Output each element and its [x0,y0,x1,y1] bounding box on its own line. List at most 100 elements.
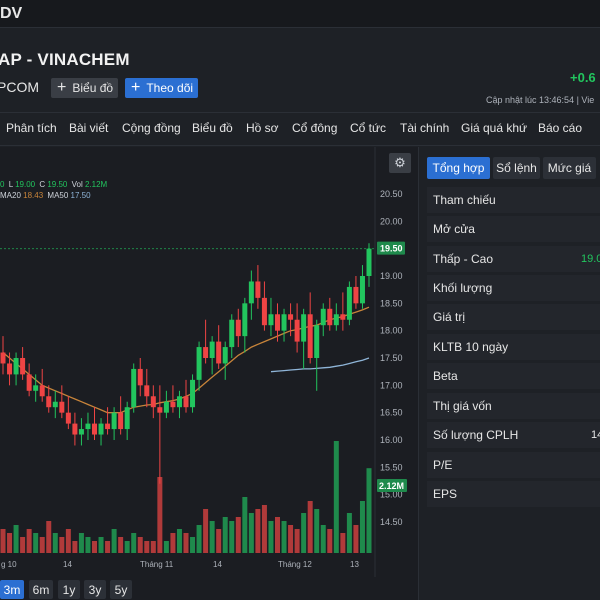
volume-bar [222,517,228,553]
volume-bar [366,468,372,553]
tab-order-book[interactable]: Sổ lệnh [493,157,540,179]
candle-body [144,385,150,397]
candle-body [124,407,130,430]
range-1y-button[interactable]: 1y [58,580,80,599]
nav-item-shareholders[interactable]: Cổ đông [292,121,338,135]
candle-body [7,363,13,375]
candle-body [366,248,372,276]
nav-item-analysis[interactable]: Phân tích [6,121,57,135]
stat-value: 19.0 [581,253,600,265]
stat-row: P/E [427,452,600,478]
tab-overview[interactable]: Tổng hợp [427,157,490,179]
nav-item-articles[interactable]: Bài viết [69,121,109,135]
nav-item-chart[interactable]: Biểu đồ [192,121,233,135]
candle-body [301,314,307,342]
candle-body [275,314,280,331]
nav-item-community[interactable]: Cộng đồng [122,121,181,135]
candle-body [118,412,124,430]
volume-bar [52,533,58,553]
candle-body [196,347,202,380]
volume-bar [72,541,78,553]
nav-item-finance[interactable]: Tài chính [400,121,450,135]
nav-item-profile[interactable]: Hồ sơ [246,121,279,135]
volume-bar [13,525,19,553]
x-tick-label: Tháng 12 [278,560,312,569]
current-price-tag [377,241,405,255]
range-6m-button[interactable]: 6m [29,580,53,599]
stat-label: P/E [433,458,453,472]
candle-body [111,412,117,430]
volume-bar [7,533,13,553]
candle-body [346,286,352,320]
volume-bar [98,537,104,553]
nav-item-price-history[interactable]: Giá quá khứ [461,121,528,135]
volume-bar [176,529,182,553]
candle-body [235,319,241,337]
stat-label: Thấp - Cao [433,252,494,266]
candle-body [314,325,320,358]
volume-bar [353,525,359,553]
legend-line-2: MA20 18.43 MA50 17.50 [0,191,91,200]
volume-bar [157,477,163,553]
candle-body [190,379,196,408]
volume-bar [92,541,97,553]
candle-body [72,423,78,435]
y-tick-label: 15.50 [380,462,403,472]
candle-body [229,319,235,348]
candle-body [65,412,71,424]
candle-body [98,423,104,435]
candle-body [333,314,339,326]
volume-bar [294,529,300,553]
top-brand-bar: DV [0,0,600,28]
y-tick-label: 15.00 [380,490,403,500]
stat-row: Thị giá vốn [427,393,600,419]
nav-item-dividends[interactable]: Cổ tức [350,121,387,135]
nav-item-reports[interactable]: Báo cáo [538,121,583,135]
volume-bar [163,541,169,553]
candle-body [327,308,333,326]
gear-icon[interactable]: ⚙ [389,153,411,173]
stat-label: Tham chiếu [433,193,496,207]
candle-body [137,368,143,386]
price-chart[interactable]: 20.50 20.00 19.50 19.00 18.50 18.00 17.50 17.00… [0,147,419,577]
stat-row: Thấp - Cao 19.0 [427,246,600,272]
chart-button[interactable]: + Biểu đồ [51,78,118,98]
plus-icon: + [131,79,141,96]
candle-body [268,314,274,326]
main-nav: Phân tích Bài viết Cộng đồng Biểu đồ Hồ … [0,112,600,146]
x-tick-label: Tháng 11 [140,560,174,569]
stat-label: EPS [433,487,458,501]
volume-bar [209,521,215,553]
range-5y-button[interactable]: 5y [110,580,132,599]
price-change: +0.6 [570,70,596,85]
volume-bar [235,517,241,553]
candle-body [59,401,65,413]
stat-label: Số lượng CPLH [433,428,519,442]
stat-row: Beta [427,363,600,389]
candle-body [26,374,32,391]
stat-label: KLTB 10 ngày [433,340,509,354]
candle-body [183,396,189,408]
candle-body [33,385,39,391]
candle-body [13,358,19,375]
stat-label: Beta [433,369,458,383]
candle-body [203,347,209,358]
volume-bar [333,441,339,553]
range-3y-button[interactable]: 3y [84,580,106,599]
volume-bar [124,541,130,553]
volume-bar [359,501,365,553]
volume-bar [20,537,26,553]
volume-bar [307,501,313,553]
stat-label: Mở cửa [433,222,475,236]
candle-body [340,314,346,320]
range-3m-button[interactable]: 3m [0,580,24,599]
candle-body [0,352,6,364]
y-tick-label: 20.50 [380,189,403,199]
volume-bar [131,533,137,553]
volume-bar [268,521,274,553]
follow-button[interactable]: + Theo dõi [125,78,198,98]
candle-body [85,423,91,430]
volume-bar [340,533,346,553]
volume-bar [65,529,71,553]
tab-price-levels[interactable]: Mức giá [543,157,596,179]
